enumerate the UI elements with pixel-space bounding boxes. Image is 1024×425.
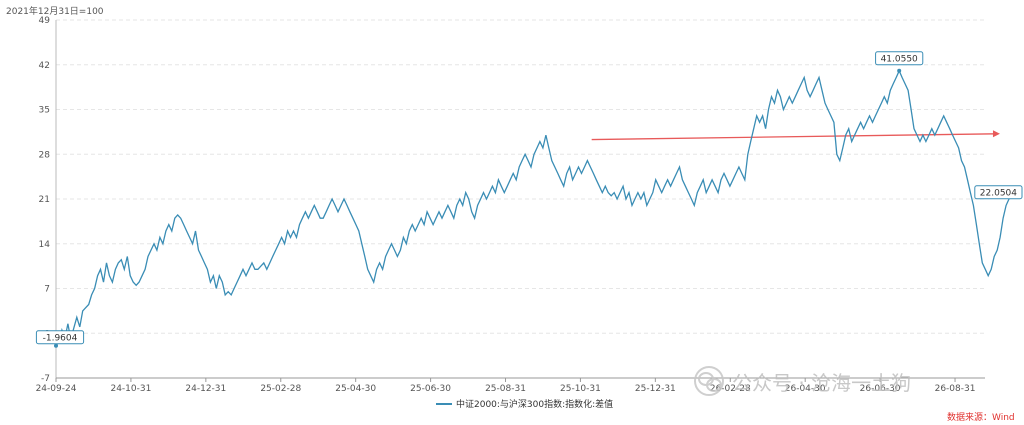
x-tick-label: 26-04-30 xyxy=(785,384,826,394)
y-tick-label: 7 xyxy=(44,285,50,295)
watermark: 公众号 · 沧海一土狗 xyxy=(694,366,911,396)
watermark-text: 公众号 · 沧海一土狗 xyxy=(732,370,912,395)
x-tick-label: 26-06-30 xyxy=(860,384,901,394)
grid-lines xyxy=(56,19,985,334)
x-axis-ticks: 24-09-24 24-10-31 24-12-31 25-02-28 25-04-30… xyxy=(36,378,976,394)
callout-box xyxy=(35,330,85,345)
y-tick-label: 28 xyxy=(39,150,51,160)
x-tick-label: 25-12-31 xyxy=(635,384,676,394)
y-tick-label: 42 xyxy=(39,61,50,71)
legend-label[interactable]: 中证2000:与沪深300指数:指数化:差值 xyxy=(456,398,613,410)
x-tick-label: 25-10-31 xyxy=(560,384,601,394)
value-callouts: 41.0550 22.0504 -1.9604 xyxy=(35,51,1023,348)
unit-note: 2021年12月31日=100 xyxy=(6,5,104,17)
callout-label: 22.0504 xyxy=(980,188,1017,198)
x-tick-label: 26-08-31 xyxy=(935,384,976,394)
trend-arrow-head xyxy=(992,130,1000,138)
callout-box xyxy=(875,51,924,66)
callout-point xyxy=(897,68,902,73)
callout-label: 41.0550 xyxy=(881,54,918,64)
x-tick-label: 24-10-31 xyxy=(110,384,151,394)
y-tick-label: 49 xyxy=(39,16,51,26)
x-tick-label: 25-06-30 xyxy=(410,384,451,394)
x-tick-label: 24-09-24 xyxy=(36,384,77,394)
callout-point xyxy=(54,343,58,348)
x-tick-label: 25-02-28 xyxy=(260,384,301,394)
y-tick-label: 21 xyxy=(39,195,50,205)
source-note: 数据来源：Wind xyxy=(947,411,1015,423)
x-tick-label: 26-02-28 xyxy=(710,384,751,394)
x-tick-label: 25-08-31 xyxy=(485,384,526,394)
y-tick-label: -7 xyxy=(41,374,50,384)
x-tick-label: 25-04-30 xyxy=(335,384,376,394)
y-axis-ticks: -707142128354249 xyxy=(39,16,51,384)
y-tick-label: 14 xyxy=(39,240,51,250)
wechat-icon xyxy=(694,366,724,396)
series-line xyxy=(55,69,1015,347)
callout-box xyxy=(974,185,1023,200)
x-tick-label: 24-12-31 xyxy=(185,384,226,394)
y-tick-label: 35 xyxy=(39,106,50,116)
callout-label: -1.9604 xyxy=(43,333,78,343)
